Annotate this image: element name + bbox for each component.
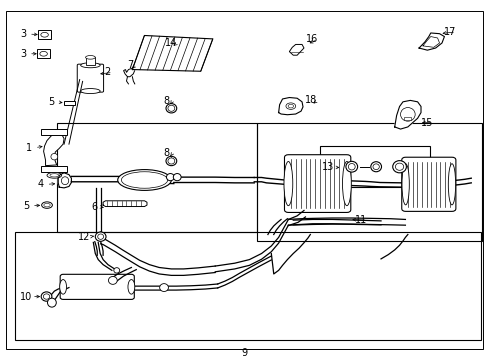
- Polygon shape: [132, 36, 212, 71]
- Ellipse shape: [41, 32, 48, 37]
- Bar: [64, 101, 75, 105]
- Text: 4: 4: [38, 179, 43, 189]
- Polygon shape: [418, 33, 444, 50]
- Ellipse shape: [165, 104, 176, 113]
- Bar: [85, 57, 95, 65]
- Text: 8: 8: [163, 96, 169, 106]
- FancyBboxPatch shape: [284, 155, 350, 212]
- Text: 9: 9: [241, 348, 247, 358]
- Text: 2: 2: [103, 67, 110, 77]
- Text: 8: 8: [163, 148, 169, 158]
- Ellipse shape: [41, 202, 52, 208]
- Ellipse shape: [347, 163, 354, 170]
- Polygon shape: [289, 44, 304, 55]
- Bar: [57, 123, 256, 232]
- Polygon shape: [394, 100, 420, 129]
- Text: 16: 16: [305, 35, 317, 44]
- Ellipse shape: [50, 174, 59, 177]
- Ellipse shape: [392, 161, 406, 173]
- FancyBboxPatch shape: [401, 157, 455, 211]
- Ellipse shape: [81, 63, 100, 68]
- Text: 17: 17: [443, 27, 455, 37]
- Text: 10: 10: [20, 292, 32, 302]
- Ellipse shape: [98, 234, 103, 239]
- Text: 1: 1: [26, 143, 32, 153]
- Ellipse shape: [40, 51, 47, 56]
- Text: 11: 11: [355, 215, 367, 225]
- Text: 7: 7: [127, 59, 133, 69]
- Ellipse shape: [85, 55, 95, 59]
- Polygon shape: [58, 173, 71, 188]
- Ellipse shape: [285, 103, 295, 109]
- Ellipse shape: [60, 280, 66, 294]
- Text: 15: 15: [420, 118, 433, 127]
- Text: 13: 13: [322, 162, 334, 172]
- Ellipse shape: [447, 164, 455, 205]
- Text: 3: 3: [20, 49, 26, 59]
- Ellipse shape: [165, 156, 176, 166]
- Polygon shape: [123, 68, 135, 77]
- Ellipse shape: [43, 294, 50, 299]
- Ellipse shape: [114, 268, 120, 273]
- Text: 6: 6: [91, 202, 97, 212]
- Ellipse shape: [95, 232, 106, 241]
- Ellipse shape: [121, 172, 167, 188]
- Ellipse shape: [108, 276, 117, 284]
- Bar: [256, 123, 482, 241]
- Text: 5: 5: [48, 97, 55, 107]
- Polygon shape: [278, 98, 303, 115]
- Text: 12: 12: [78, 231, 91, 242]
- Ellipse shape: [128, 280, 135, 294]
- Ellipse shape: [372, 164, 379, 170]
- Bar: [15, 232, 480, 339]
- Ellipse shape: [159, 284, 168, 292]
- Ellipse shape: [51, 153, 58, 160]
- Text: 5: 5: [23, 201, 29, 211]
- Text: 18: 18: [305, 95, 317, 105]
- Ellipse shape: [166, 174, 174, 181]
- Ellipse shape: [81, 89, 100, 94]
- Bar: [38, 31, 51, 39]
- Text: 3: 3: [20, 29, 26, 39]
- Ellipse shape: [287, 104, 293, 108]
- Ellipse shape: [401, 164, 408, 205]
- Ellipse shape: [284, 162, 292, 206]
- Ellipse shape: [61, 177, 69, 185]
- Ellipse shape: [370, 162, 381, 172]
- Ellipse shape: [400, 108, 414, 121]
- Ellipse shape: [47, 298, 56, 307]
- Ellipse shape: [47, 172, 61, 178]
- Bar: [41, 166, 67, 172]
- Ellipse shape: [345, 161, 357, 172]
- FancyBboxPatch shape: [60, 274, 134, 300]
- Ellipse shape: [44, 203, 50, 207]
- Ellipse shape: [395, 163, 403, 170]
- Bar: [37, 49, 50, 58]
- Polygon shape: [103, 201, 147, 207]
- Bar: [320, 146, 429, 187]
- Ellipse shape: [173, 174, 181, 181]
- Text: 14: 14: [165, 38, 177, 48]
- Ellipse shape: [41, 292, 52, 301]
- Bar: [41, 130, 67, 135]
- Ellipse shape: [167, 158, 174, 164]
- Ellipse shape: [342, 162, 350, 206]
- Polygon shape: [43, 132, 64, 166]
- Bar: [404, 117, 410, 121]
- FancyBboxPatch shape: [77, 64, 103, 92]
- Ellipse shape: [118, 170, 171, 190]
- Ellipse shape: [167, 105, 174, 111]
